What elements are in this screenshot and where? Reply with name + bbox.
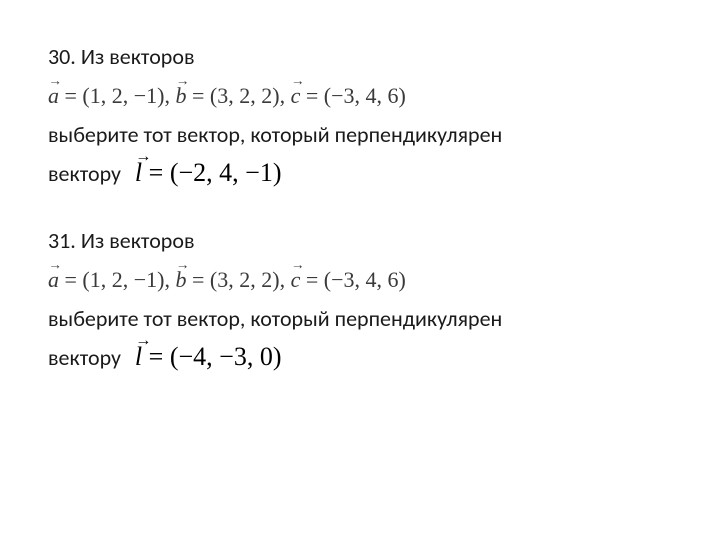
vectors-definition: a = (1, 2, −1), b = (3, 2, 2), c = (−3, … bbox=[48, 79, 672, 112]
vector-l: l = (−4, −3, 0) bbox=[135, 342, 282, 372]
vector-c-value: (−3, 4, 6) bbox=[324, 267, 406, 292]
problem-intro: Из векторов bbox=[81, 43, 195, 70]
task-line-2-row: вектору l = (−2, 4, −1) bbox=[48, 157, 672, 196]
task-line-1: выберите тот вектор, который перпендикул… bbox=[48, 118, 672, 151]
vector-b-value: (3, 2, 2) bbox=[210, 267, 280, 292]
vector-c-label: c bbox=[291, 263, 301, 296]
vector-l-value: (−2, 4, −1) bbox=[170, 158, 282, 187]
task-line-2: вектору bbox=[48, 341, 121, 374]
vector-b-label: b bbox=[175, 79, 186, 112]
vector-b-value: (3, 2, 2) bbox=[210, 83, 280, 108]
problem-number: 31. bbox=[48, 227, 76, 254]
problem-number: 30. bbox=[48, 43, 76, 70]
task-line-2-row: вектору l = (−4, −3, 0) bbox=[48, 341, 672, 380]
vector-b-label: b bbox=[175, 263, 186, 296]
task-line-2: вектору bbox=[48, 157, 121, 190]
task-line-1: выберите тот вектор, который перпендикул… bbox=[48, 302, 672, 335]
vector-l-label: l bbox=[135, 158, 142, 188]
vector-c-label: c bbox=[291, 79, 301, 112]
problem-31: 31. Из векторов a = (1, 2, −1), b = (3, … bbox=[48, 224, 672, 380]
vector-l: l = (−2, 4, −1) bbox=[135, 158, 282, 188]
vector-c-value: (−3, 4, 6) bbox=[324, 83, 406, 108]
vector-a-value: (1, 2, −1) bbox=[82, 267, 164, 292]
vector-a-label: a bbox=[48, 79, 59, 112]
problem-intro-line: 30. Из векторов bbox=[48, 40, 672, 73]
problem-30: 30. Из векторов a = (1, 2, −1), b = (3, … bbox=[48, 40, 672, 196]
vectors-definition: a = (1, 2, −1), b = (3, 2, 2), c = (−3, … bbox=[48, 263, 672, 296]
problem-intro: Из векторов bbox=[81, 227, 195, 254]
vector-a-label: a bbox=[48, 263, 59, 296]
problem-intro-line: 31. Из векторов bbox=[48, 224, 672, 257]
vector-a-value: (1, 2, −1) bbox=[82, 83, 164, 108]
vector-l-value: (−4, −3, 0) bbox=[170, 342, 282, 371]
vector-l-label: l bbox=[135, 342, 142, 372]
